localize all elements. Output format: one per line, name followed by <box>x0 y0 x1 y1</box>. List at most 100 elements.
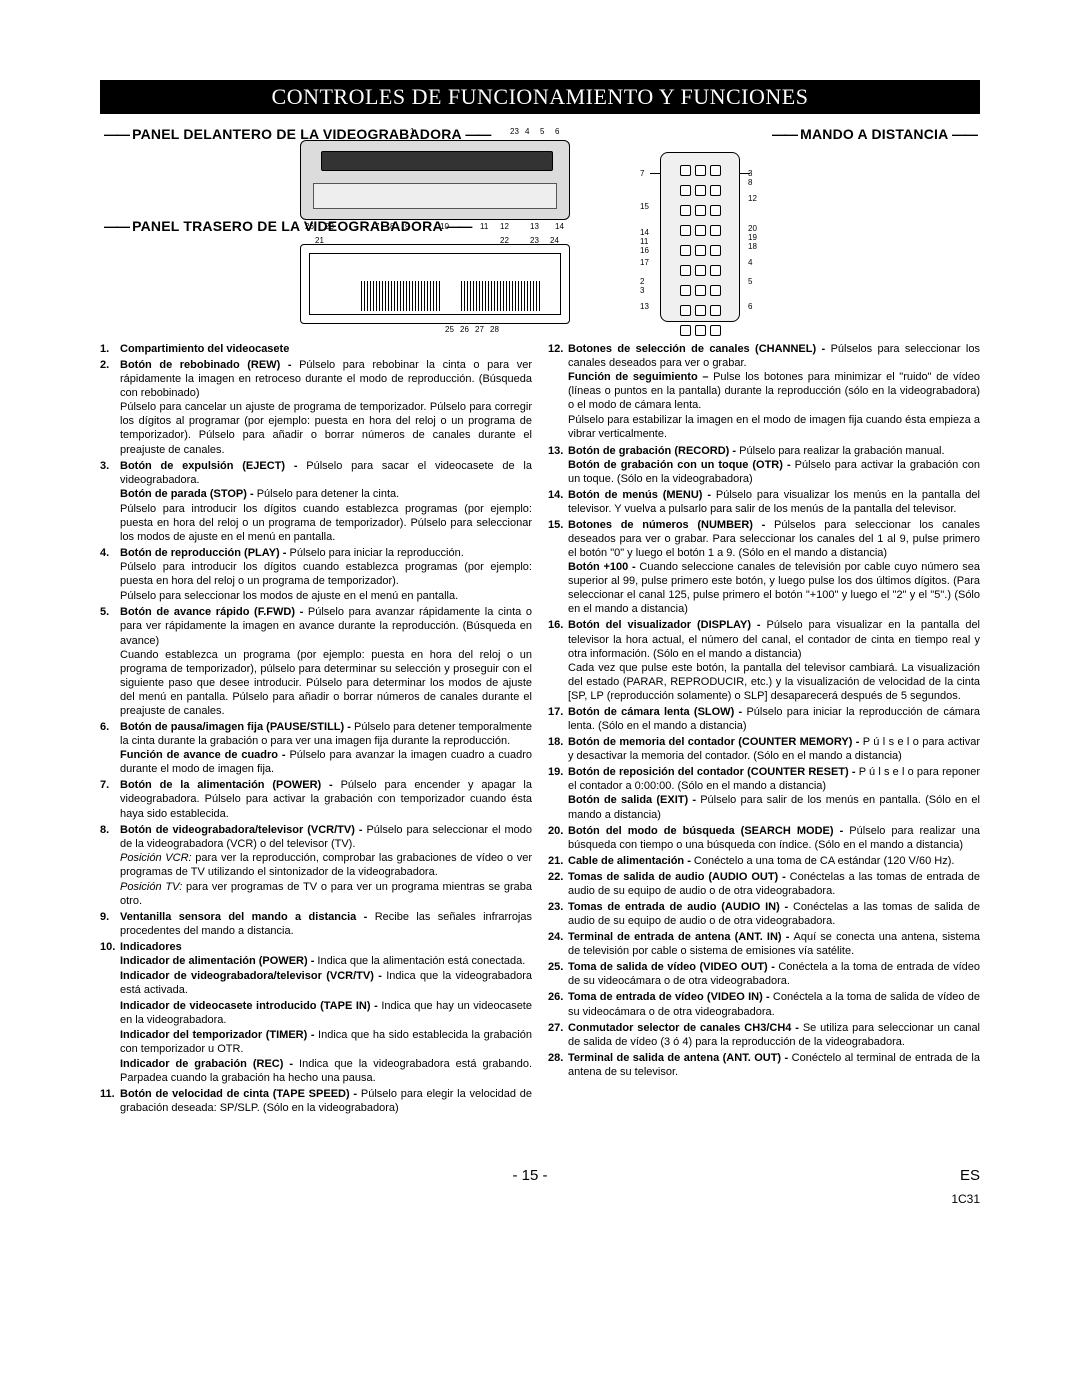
callout: 8 <box>748 178 752 187</box>
item-sub-text: Botón de salida (EXIT) - Púlselo para sa… <box>568 793 980 821</box>
list-item: Compartimiento del videocasete <box>100 342 532 356</box>
item-title: Botón de pausa/imagen fija (PAUSE/STILL)… <box>120 721 354 733</box>
list-item: Botón de pausa/imagen fija (PAUSE/STILL)… <box>100 720 532 776</box>
item-sub-text: Posición VCR: para ver la reproducción, … <box>120 851 532 879</box>
item-title: Botón de memoria del contador (COUNTER M… <box>568 736 863 748</box>
list-item: Botón de rebobinado (REW) - Púlselo para… <box>100 358 532 457</box>
right-column: Botones de selección de canales (CHANNEL… <box>548 342 980 1117</box>
item-title: Botón de expulsión (EJECT) - <box>120 460 306 472</box>
list-item: Terminal de entrada de antena (ANT. IN) … <box>548 930 980 958</box>
item-title: Cable de alimentación - <box>568 855 694 867</box>
item-title: Botón de menús (MENU) - <box>568 489 716 501</box>
item-sub-text: Indicador de alimentación (POWER) - Indi… <box>120 954 532 968</box>
callout: 23 <box>510 127 519 136</box>
callout: 13 <box>640 302 649 311</box>
list-item: Cable de alimentación - Conéctelo a una … <box>548 854 980 868</box>
item-first-text: Púlselo para realizar la grabación manua… <box>739 445 944 457</box>
page-title: CONTROLES DE FUNCIONAMIENTO Y FUNCIONES <box>100 80 980 114</box>
callout: 17 <box>640 258 649 267</box>
item-sub-text: Cuando establezca un programa (por ejemp… <box>120 648 532 718</box>
callout: 26 <box>305 222 314 231</box>
left-list: Compartimiento del videocasete Botón de r… <box>100 342 532 1115</box>
list-item: Botón de grabación (RECORD) - Púlselo pa… <box>548 444 980 486</box>
item-sub-text: Botón de parada (STOP) - Púlselo para de… <box>120 487 532 501</box>
item-title: Botón de la alimentación (POWER) - <box>120 779 341 791</box>
callout: 21 <box>315 236 324 245</box>
list-item: Toma de salida de vídeo (VIDEO OUT) - Co… <box>548 960 980 988</box>
right-list: Botones de selección de canales (CHANNEL… <box>548 342 980 1079</box>
callout: 26 <box>460 325 469 334</box>
callout: 4 <box>748 258 752 267</box>
callout: 1 <box>410 127 414 136</box>
callout: 20 <box>748 224 757 233</box>
item-title: Botón del visualizador (DISPLAY) - <box>568 619 767 631</box>
callout: 5 <box>748 277 752 286</box>
callout: 22 <box>500 236 509 245</box>
item-sub-text: Púlselo para estabilizar la imagen en el… <box>568 413 980 441</box>
callout: 3 <box>640 286 644 295</box>
callout: 24 <box>550 236 559 245</box>
list-item: Botón de velocidad de cinta (TAPE SPEED)… <box>100 1087 532 1115</box>
item-title: Tomas de salida de audio (AUDIO OUT) - <box>568 871 790 883</box>
item-title: Conmutador selector de canales CH3/CH4 - <box>568 1022 803 1034</box>
item-title: Botón de videograbadora/televisor (VCR/T… <box>120 824 366 836</box>
diagrams-area: —— PANEL DELANTERO DE LA VIDEOGRABADORA … <box>100 124 980 334</box>
item-sub-text: Botón de grabación con un toque (OTR) - … <box>568 458 980 486</box>
item-title: Indicadores <box>120 941 182 953</box>
item-first-text: Púlselo para iniciar la reproducción. <box>290 547 464 559</box>
list-item: Tomas de salida de audio (AUDIO OUT) - C… <box>548 870 980 898</box>
item-title: Botón de avance rápido (F.FWD) - <box>120 606 308 618</box>
list-item: Botón de expulsión (EJECT) - Púlselo par… <box>100 459 532 544</box>
callout: 4 <box>525 127 529 136</box>
item-sub-text: Cada vez que pulse este botón, la pantal… <box>568 661 980 703</box>
item-title: Terminal de entrada de antena (ANT. IN) … <box>568 931 794 943</box>
list-item: Toma de entrada de vídeo (VIDEO IN) - Co… <box>548 990 980 1018</box>
list-item: Tomas de entrada de audio (AUDIO IN) - C… <box>548 900 980 928</box>
left-column: Compartimiento del videocasete Botón de r… <box>100 342 532 1117</box>
callout: 11 <box>480 222 488 231</box>
callout: 6 <box>748 302 752 311</box>
item-sub-text: Función de avance de cuadro - Púlselo pa… <box>120 748 532 776</box>
page-number: - 15 - <box>512 1167 547 1184</box>
list-item: Terminal de salida de antena (ANT. OUT) … <box>548 1051 980 1079</box>
item-title: Terminal de salida de antena (ANT. OUT) … <box>568 1052 792 1064</box>
callout: 23 <box>325 222 334 231</box>
item-title: Tomas de entrada de audio (AUDIO IN) - <box>568 901 793 913</box>
callout: 11 <box>640 237 648 246</box>
callout: 7 <box>375 222 379 231</box>
item-sub-text: Púlselo para introducir los dígitos cuan… <box>120 560 532 588</box>
callout: 10 <box>440 222 449 231</box>
list-item: Botón del modo de búsqueda (SEARCH MODE)… <box>548 824 980 852</box>
callout: 28 <box>490 325 499 334</box>
item-title: Botón de rebobinado (REW) - <box>120 359 299 371</box>
item-title: Ventanilla sensora del mando a distancia… <box>120 911 375 923</box>
list-item: Botón de videograbadora/televisor (VCR/T… <box>100 823 532 908</box>
callout: 15 <box>640 202 649 211</box>
callout: 23 <box>530 236 539 245</box>
list-item: Botón del visualizador (DISPLAY) - Púlse… <box>548 618 980 702</box>
item-title: Botón de reproducción (PLAY) - <box>120 547 290 559</box>
callout: 18 <box>748 242 757 251</box>
list-item: Botón de la alimentación (POWER) - Púlse… <box>100 778 532 820</box>
item-sub-text: Función de seguimiento – Pulse los boton… <box>568 370 980 412</box>
item-title: Compartimiento del videocasete <box>120 343 289 355</box>
callout: 12 <box>500 222 509 231</box>
item-title: Botón de reposición del contador (COUNTE… <box>568 766 859 778</box>
callout: 2 <box>640 277 644 286</box>
list-item: Ventanilla sensora del mando a distancia… <box>100 910 532 938</box>
callout: 25 <box>445 325 454 334</box>
remote-heading: —— MANDO A DISTANCIA —— <box>772 126 976 142</box>
callout: 16 <box>640 246 649 255</box>
callout: 6 <box>555 127 559 136</box>
list-item: Botón de avance rápido (F.FWD) - Púlselo… <box>100 605 532 718</box>
item-title: Botón de velocidad de cinta (TAPE SPEED)… <box>120 1088 361 1100</box>
page-footer: - 15 - ES <box>100 1167 980 1184</box>
list-item: Botón de cámara lenta (SLOW) - Púlselo p… <box>548 705 980 733</box>
item-sub-text: Indicador del temporizador (TIMER) - Ind… <box>120 1028 532 1056</box>
list-item: Botón de menús (MENU) - Púlselo para vis… <box>548 488 980 516</box>
item-sub-text: Posición TV: para ver programas de TV o … <box>120 880 532 908</box>
list-item: Botón de memoria del contador (COUNTER M… <box>548 735 980 763</box>
vcr-rear-diagram <box>300 244 570 324</box>
callout: 5 <box>540 127 544 136</box>
list-item: Botones de selección de canales (CHANNEL… <box>548 342 980 442</box>
